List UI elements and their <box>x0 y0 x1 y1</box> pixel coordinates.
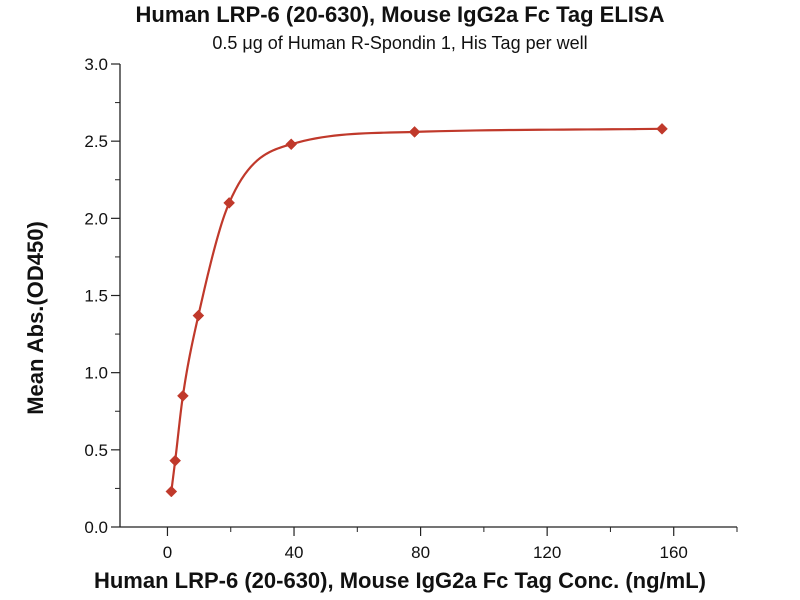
x-tick-label: 160 <box>660 543 688 562</box>
y-tick-label: 0.0 <box>84 518 108 537</box>
data-point <box>165 485 178 498</box>
data-point <box>656 122 668 135</box>
x-axis-label: Human LRP-6 (20-630), Mouse IgG2a Fc Tag… <box>93 568 706 593</box>
y-tick-label: 1.0 <box>84 364 108 383</box>
data-point <box>177 389 189 402</box>
data-point <box>408 126 421 138</box>
x-tick-label: 40 <box>285 543 304 562</box>
x-tick-label: 120 <box>533 543 561 562</box>
chart-title: Human LRP-6 (20-630), Mouse IgG2a Fc Tag… <box>135 2 665 27</box>
y-tick-label: 3.0 <box>84 55 108 74</box>
y-tick-label: 1.5 <box>84 287 108 306</box>
chart-subtitle: 0.5 μg of Human R-Spondin 1, His Tag per… <box>212 33 588 53</box>
data-point <box>223 197 236 209</box>
data-point <box>169 454 182 467</box>
y-tick-label: 2.5 <box>84 132 108 151</box>
fit-curve <box>170 127 663 492</box>
y-tick-label: 2.0 <box>84 209 108 228</box>
fit-curve-group <box>170 127 663 492</box>
data-point <box>192 309 205 322</box>
y-tick-label: 0.5 <box>84 441 108 460</box>
data-point <box>285 138 298 151</box>
x-tick-label: 0 <box>163 543 172 562</box>
x-tick-label: 80 <box>411 543 430 562</box>
axis-ticks <box>111 63 738 536</box>
axis-tick-labels: 0.0 0.5 1.0 1.5 2.0 2.5 3.0 0 40 80 120 160 <box>84 55 688 562</box>
data-points <box>165 122 668 498</box>
